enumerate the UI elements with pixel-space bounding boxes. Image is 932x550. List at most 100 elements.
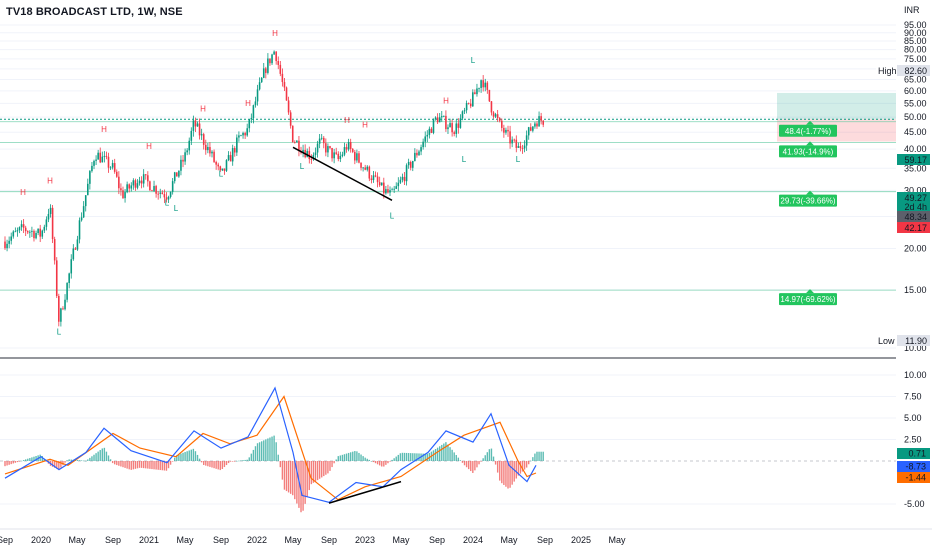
candle-body — [26, 231, 29, 233]
macd-histogram-bar — [126, 461, 128, 469]
candle-body — [78, 220, 81, 240]
macd-histogram-bar — [484, 455, 486, 461]
macd-histogram-bar — [496, 461, 499, 473]
price-tag — [897, 65, 930, 76]
candle-body — [211, 151, 213, 154]
price-tag-value: 11.90 — [905, 336, 927, 346]
macd-histogram-bar — [82, 460, 85, 462]
candle-body — [383, 182, 385, 194]
macd-histogram-bar — [285, 461, 288, 492]
macd-histogram-bar — [387, 461, 389, 464]
price-tag-value: 42.17 — [904, 223, 927, 233]
macd-histogram-bar — [221, 461, 224, 469]
candle-body — [49, 207, 52, 214]
macd-histogram-bar — [254, 446, 257, 461]
macd-histogram-bar — [68, 459, 70, 461]
macd-histogram-bar — [163, 461, 166, 471]
price-tick-label: 10.00 — [904, 343, 927, 353]
macd-histogram-bar — [352, 451, 354, 461]
support-levels — [0, 121, 896, 291]
candle-body — [372, 175, 375, 181]
macd-histogram-bar — [207, 461, 209, 467]
time-tick-label: Sep — [321, 535, 337, 545]
macd-histogram-bar — [472, 461, 474, 473]
time-tick-label: 2021 — [139, 535, 159, 545]
price-tick-label: 85.00 — [904, 36, 927, 46]
macd-histogram-bar — [159, 461, 161, 471]
price-tag-label-bg — [876, 65, 896, 76]
macd-histogram-bar — [103, 447, 106, 461]
time-tick-label: May — [392, 535, 410, 545]
macd-histogram-bar — [515, 461, 517, 479]
macd-histogram-bar — [91, 456, 93, 461]
candle-body — [476, 88, 478, 95]
candle-body — [445, 115, 447, 130]
macd-histogram-bar — [488, 449, 491, 461]
candle-body — [469, 103, 472, 107]
price-tick-label: 30.00 — [904, 185, 927, 195]
macd-histogram-bar — [459, 460, 462, 461]
candle-body — [426, 134, 429, 137]
pivot-high-label: H — [362, 121, 368, 130]
price-tag-value: 48.34 — [904, 212, 927, 222]
time-tick-label: 2024 — [463, 535, 483, 545]
candle-body — [204, 144, 207, 151]
candle-body — [380, 182, 383, 186]
candle-body — [358, 153, 360, 163]
price-tag-value: 49.27 — [904, 193, 927, 203]
macd-tick-label: 5.00 — [904, 413, 922, 423]
candle-body — [345, 147, 348, 150]
candle-body — [501, 120, 503, 128]
macd-histogram-bar — [470, 461, 472, 472]
price-tag-label: High — [878, 66, 897, 76]
candle-body — [180, 159, 182, 171]
candle-body — [370, 178, 373, 181]
candle-body — [118, 176, 120, 189]
candles — [4, 50, 544, 327]
macd-histogram-bar — [391, 459, 393, 461]
candle-body — [424, 136, 427, 142]
candle-body — [99, 152, 102, 163]
candle-body — [391, 189, 393, 191]
macd-histogram-bar — [124, 461, 126, 468]
macd-histogram-bar — [114, 461, 116, 465]
candle-body — [405, 165, 408, 182]
candle-body — [115, 171, 118, 177]
candle-body — [147, 175, 149, 182]
candle-body — [399, 179, 402, 183]
candle-body — [225, 160, 228, 171]
macd-histogram-bar — [503, 461, 505, 485]
macd-histogram-bar — [87, 459, 89, 461]
macd-histogram-bar — [372, 461, 375, 463]
candle-body — [457, 123, 460, 128]
macd-histogram-bar — [76, 460, 79, 461]
candle-body — [461, 111, 464, 119]
signal-line — [4, 395, 537, 501]
candle-body — [173, 172, 176, 182]
candle-body — [511, 139, 513, 144]
pivot-high-label: H — [272, 29, 278, 38]
candle-body — [29, 231, 31, 233]
candle-body — [436, 117, 439, 123]
candle-body — [178, 170, 180, 177]
macd-histogram-bar — [29, 458, 31, 461]
candle-body — [374, 175, 377, 177]
macd-histogram-bar — [422, 453, 424, 461]
macd-histogram-bar — [242, 460, 244, 461]
macd-histogram-bar — [383, 461, 385, 467]
candle-body — [505, 129, 507, 133]
candle-body — [542, 120, 544, 125]
macd-histogram-bar — [449, 447, 451, 461]
level-tag-label: 48.4(-1.77%) — [785, 127, 832, 136]
macd-histogram-bar — [200, 461, 203, 463]
candle-body — [283, 82, 286, 88]
candle-body — [192, 120, 195, 131]
target-zone — [777, 92, 896, 120]
candle-body — [41, 230, 44, 237]
macd-histogram-bar — [99, 450, 101, 461]
candle-body — [60, 308, 62, 322]
candle-body — [289, 112, 292, 126]
candle-body — [66, 282, 68, 300]
macd-histogram-bar — [118, 461, 120, 466]
